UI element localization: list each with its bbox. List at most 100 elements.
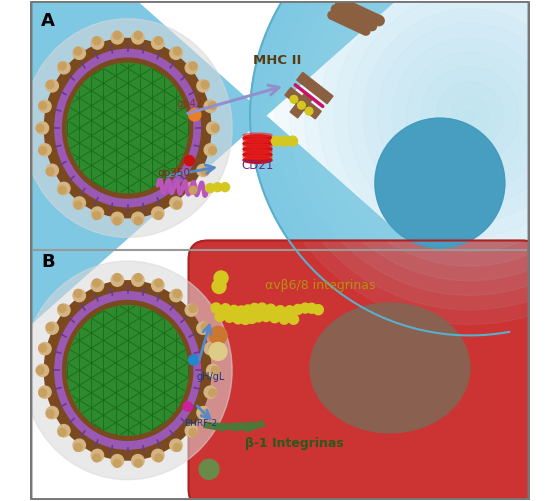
Circle shape: [363, 9, 560, 222]
Ellipse shape: [243, 139, 272, 143]
Text: B: B: [41, 253, 55, 271]
Ellipse shape: [111, 454, 124, 467]
Ellipse shape: [46, 164, 58, 176]
Ellipse shape: [74, 201, 82, 209]
Circle shape: [375, 118, 505, 248]
Ellipse shape: [74, 47, 82, 55]
Circle shape: [272, 136, 282, 146]
Ellipse shape: [189, 305, 197, 312]
Ellipse shape: [155, 454, 162, 462]
Ellipse shape: [91, 279, 104, 292]
Text: CD21: CD21: [241, 159, 274, 172]
Ellipse shape: [170, 439, 182, 451]
Ellipse shape: [185, 424, 198, 437]
Circle shape: [184, 156, 194, 166]
Circle shape: [250, 304, 259, 314]
Ellipse shape: [132, 274, 144, 286]
Circle shape: [377, 23, 560, 208]
Polygon shape: [204, 422, 225, 431]
Polygon shape: [30, 0, 509, 336]
Ellipse shape: [93, 454, 100, 462]
Text: A: A: [41, 12, 55, 30]
Circle shape: [275, 306, 285, 316]
Ellipse shape: [58, 186, 66, 194]
Ellipse shape: [93, 211, 100, 219]
Circle shape: [436, 82, 504, 150]
Text: MHC II: MHC II: [253, 54, 302, 67]
Ellipse shape: [91, 37, 104, 49]
Ellipse shape: [74, 443, 82, 451]
Circle shape: [270, 313, 280, 323]
Text: BHRF-2: BHRF-2: [184, 419, 217, 428]
Circle shape: [284, 306, 295, 316]
Ellipse shape: [207, 364, 219, 377]
Ellipse shape: [243, 155, 272, 159]
Ellipse shape: [23, 19, 232, 237]
Ellipse shape: [185, 304, 198, 316]
Ellipse shape: [93, 37, 100, 45]
Circle shape: [266, 304, 276, 314]
Ellipse shape: [310, 303, 470, 433]
Ellipse shape: [46, 406, 58, 419]
Ellipse shape: [39, 100, 51, 112]
Ellipse shape: [209, 147, 217, 154]
Circle shape: [261, 312, 271, 322]
Circle shape: [211, 303, 221, 313]
Circle shape: [212, 280, 226, 294]
Text: αvβ6/8 integrinas: αvβ6/8 integrinas: [265, 279, 376, 292]
Circle shape: [367, 22, 376, 31]
Circle shape: [297, 101, 305, 109]
Ellipse shape: [91, 207, 104, 219]
Ellipse shape: [58, 62, 66, 70]
Ellipse shape: [39, 147, 46, 154]
Ellipse shape: [211, 330, 226, 341]
FancyBboxPatch shape: [189, 240, 542, 501]
Circle shape: [221, 304, 231, 314]
Ellipse shape: [155, 211, 162, 219]
Ellipse shape: [170, 290, 182, 302]
Ellipse shape: [134, 217, 142, 225]
Circle shape: [221, 183, 230, 192]
Circle shape: [290, 0, 560, 295]
Text: gp42: gp42: [176, 99, 203, 109]
Ellipse shape: [134, 31, 142, 39]
Circle shape: [279, 314, 289, 324]
Ellipse shape: [44, 281, 211, 460]
Circle shape: [450, 96, 489, 135]
Circle shape: [229, 305, 239, 315]
Ellipse shape: [174, 443, 181, 451]
Circle shape: [421, 67, 519, 164]
Ellipse shape: [111, 274, 124, 286]
Ellipse shape: [73, 439, 86, 451]
Ellipse shape: [201, 323, 209, 331]
Ellipse shape: [189, 186, 197, 194]
Ellipse shape: [152, 449, 164, 461]
Circle shape: [293, 305, 303, 315]
Circle shape: [392, 38, 548, 193]
Ellipse shape: [134, 274, 142, 282]
Polygon shape: [285, 88, 321, 119]
Ellipse shape: [174, 201, 181, 209]
Ellipse shape: [132, 32, 144, 44]
Ellipse shape: [134, 459, 142, 467]
Ellipse shape: [113, 31, 121, 39]
Circle shape: [305, 0, 560, 281]
Circle shape: [288, 314, 298, 324]
Circle shape: [183, 402, 193, 411]
Ellipse shape: [73, 47, 86, 60]
Circle shape: [209, 327, 227, 344]
Circle shape: [206, 183, 214, 192]
Ellipse shape: [93, 279, 100, 287]
Circle shape: [243, 305, 253, 315]
Ellipse shape: [39, 144, 51, 156]
Ellipse shape: [189, 428, 197, 436]
Ellipse shape: [243, 150, 272, 154]
Ellipse shape: [189, 62, 197, 70]
Ellipse shape: [113, 459, 121, 467]
Ellipse shape: [152, 279, 164, 292]
Polygon shape: [290, 93, 313, 118]
Ellipse shape: [63, 301, 193, 440]
Ellipse shape: [36, 124, 44, 132]
Ellipse shape: [207, 122, 219, 134]
Ellipse shape: [46, 80, 58, 92]
